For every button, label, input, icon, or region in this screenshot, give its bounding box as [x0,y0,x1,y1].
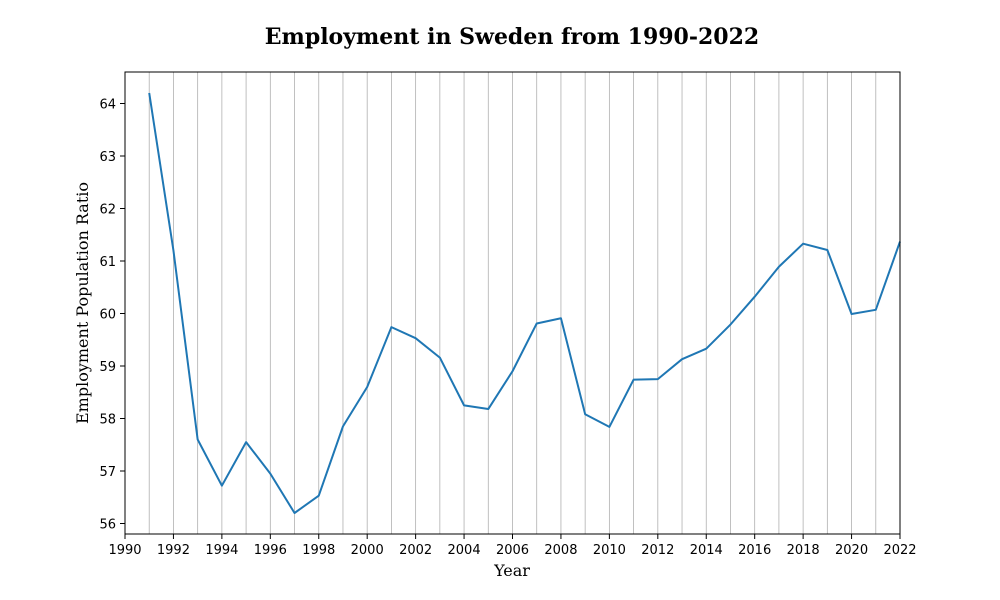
x-tick-label: 2022 [883,543,916,558]
y-tick-label: 61 [99,255,116,270]
y-axis-label: Employment Population Ratio [73,182,92,424]
y-tick-label: 62 [99,203,116,218]
x-axis-ticks: 1990 1992 1994 1996 1998 2000 2002 2004 2006 2008… [108,534,917,558]
x-tick-label: 2016 [738,543,771,558]
x-tick-label: 1998 [302,543,335,558]
y-tick-label: 58 [99,413,116,428]
series-line [148,92,901,514]
y-tick-label: 57 [99,465,116,480]
x-tick-label: 2008 [544,543,577,558]
x-tick-label: 1992 [157,543,190,558]
chart-title: Employment in Sweden from 1990-2022 [265,24,759,50]
x-tick-label: 2014 [690,543,723,558]
x-tick-label: 1990 [108,543,141,558]
x-tick-label: 2000 [351,543,384,558]
x-tick-label: 2020 [835,543,868,558]
series-layer [148,92,901,514]
y-axis-ticks: 56 57 58 59 60 61 62 63 64 [99,98,125,533]
x-tick-label: 2018 [787,543,820,558]
y-tick-label: 60 [99,308,116,323]
y-tick-label: 59 [99,360,116,375]
grid-lines [148,72,877,534]
x-tick-label: 2004 [448,543,481,558]
x-axis-label: Year [493,561,530,580]
x-tick-label: 2006 [496,543,529,558]
x-tick-label: 2012 [641,543,674,558]
y-tick-label: 56 [99,518,116,533]
y-tick-label: 64 [99,98,116,113]
x-tick-label: 1994 [205,543,238,558]
y-tick-label: 63 [99,150,116,165]
x-tick-label: 1996 [254,543,287,558]
x-tick-label: 2002 [399,543,432,558]
x-tick-label: 2010 [593,543,626,558]
